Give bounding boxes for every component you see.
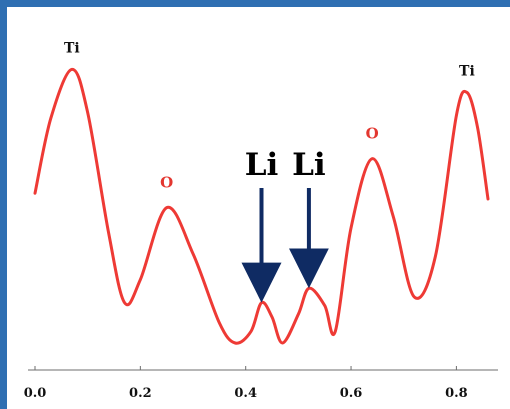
x-tick-label: 0.4 bbox=[234, 386, 257, 401]
axes-layer bbox=[28, 366, 498, 371]
titanium-label: Ti bbox=[459, 63, 475, 79]
x-tick-label: 0.2 bbox=[129, 386, 152, 401]
li-label: Li bbox=[245, 147, 279, 183]
titanium-label: Ti bbox=[64, 40, 80, 56]
plot-layer bbox=[33, 67, 490, 345]
li-label: Li bbox=[292, 147, 326, 183]
x-tick-label: 0.0 bbox=[24, 386, 47, 401]
x-tick-label: 0.6 bbox=[340, 386, 363, 401]
plot-panel bbox=[7, 7, 510, 409]
x-tick-label: 0.8 bbox=[445, 386, 468, 401]
oxygen-label: O bbox=[160, 174, 173, 192]
labels-layer: 0.0 0.2 0.4 0.6 0.8 bbox=[24, 386, 468, 401]
oxygen-label: O bbox=[366, 125, 379, 143]
annotations-layer: Ti O O Ti Li Li bbox=[64, 40, 475, 303]
profile-curve bbox=[33, 67, 490, 345]
